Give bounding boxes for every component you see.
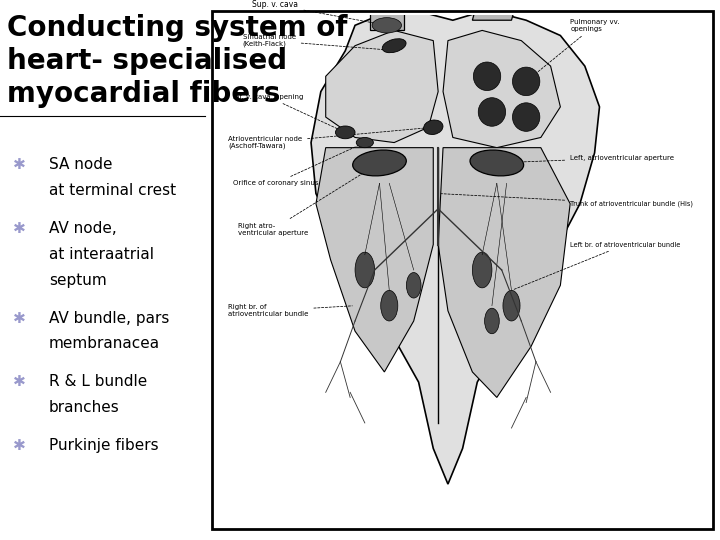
Text: Inf. v. cava, opening: Inf. v. cava, opening	[233, 93, 343, 131]
Text: Right atro-
ventricular aperture: Right atro- ventricular aperture	[238, 164, 377, 236]
Ellipse shape	[381, 291, 398, 321]
Text: Pulmonary vv.
openings: Pulmonary vv. openings	[528, 19, 620, 79]
Polygon shape	[472, 0, 521, 20]
Ellipse shape	[353, 150, 406, 176]
Polygon shape	[316, 147, 433, 372]
Ellipse shape	[472, 252, 492, 288]
Ellipse shape	[336, 126, 355, 139]
Text: membranacea: membranacea	[49, 336, 160, 352]
Ellipse shape	[406, 273, 421, 298]
Text: ✱: ✱	[13, 221, 26, 236]
Text: R & L bundle: R & L bundle	[49, 374, 147, 389]
Ellipse shape	[470, 150, 523, 176]
Text: ✱: ✱	[13, 157, 26, 172]
Ellipse shape	[503, 291, 520, 321]
Text: SA node: SA node	[49, 157, 112, 172]
Text: at interaatrial: at interaatrial	[49, 247, 154, 262]
Polygon shape	[443, 30, 560, 147]
Text: Left br. of atrioventricular bundle: Left br. of atrioventricular bundle	[514, 241, 680, 289]
Polygon shape	[311, 10, 600, 484]
Text: Purkinje fibers: Purkinje fibers	[49, 438, 158, 453]
Text: at terminal crest: at terminal crest	[49, 183, 176, 198]
Text: Right br. of
atrioventricular bundle: Right br. of atrioventricular bundle	[228, 304, 352, 318]
Text: Atrioventricular node
(Aschoff-Tawara): Atrioventricular node (Aschoff-Tawara)	[228, 127, 431, 149]
Circle shape	[473, 62, 500, 91]
Ellipse shape	[423, 120, 443, 134]
Text: ✱: ✱	[13, 438, 26, 453]
Text: septum: septum	[49, 273, 107, 288]
Ellipse shape	[382, 39, 406, 53]
Ellipse shape	[355, 252, 374, 288]
Circle shape	[513, 103, 540, 131]
Text: branches: branches	[49, 400, 120, 415]
Ellipse shape	[356, 138, 374, 147]
Polygon shape	[438, 147, 570, 397]
Text: Conducting system of
heart- specialised
myocardial fibers: Conducting system of heart- specialised …	[7, 14, 348, 109]
Text: Orifice of coronary sinus: Orifice of coronary sinus	[233, 144, 362, 186]
Circle shape	[513, 67, 540, 96]
Text: Sup. v. cava: Sup. v. cava	[253, 1, 384, 25]
Circle shape	[478, 98, 505, 126]
Text: Sinuatrial node
(Keith-Flack): Sinuatrial node (Keith-Flack)	[243, 34, 396, 51]
Text: AV bundle, pars: AV bundle, pars	[49, 310, 169, 326]
Bar	[212, 11, 713, 529]
Text: ✱: ✱	[13, 310, 26, 326]
Polygon shape	[369, 0, 404, 30]
Text: Left, atrioventricular aperture: Left, atrioventricular aperture	[500, 155, 674, 163]
Ellipse shape	[485, 308, 499, 334]
Text: Trunk of atrioventricular bundle (His): Trunk of atrioventricular bundle (His)	[441, 194, 693, 207]
Polygon shape	[325, 30, 438, 143]
Ellipse shape	[372, 18, 402, 33]
Text: AV node,: AV node,	[49, 221, 117, 236]
Text: ✱: ✱	[13, 374, 26, 389]
